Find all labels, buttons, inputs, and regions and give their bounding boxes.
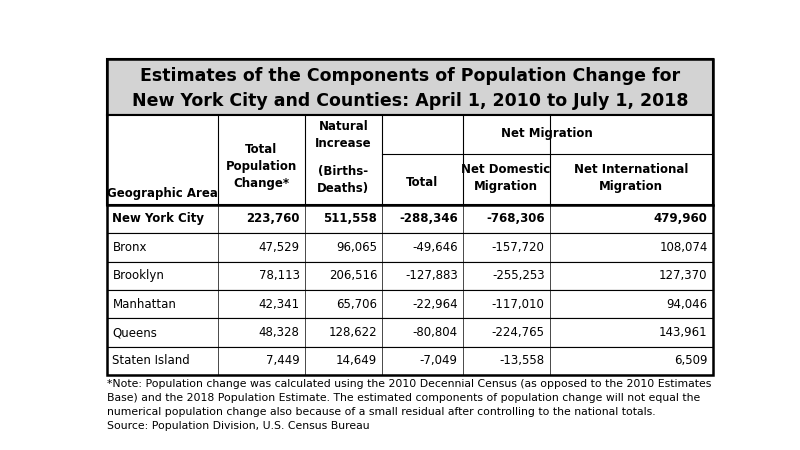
Text: 128,622: 128,622	[329, 326, 377, 339]
Text: 206,516: 206,516	[329, 269, 377, 282]
Text: Net International
Migration: Net International Migration	[574, 163, 688, 193]
Text: 47,529: 47,529	[258, 241, 300, 254]
Text: 48,328: 48,328	[258, 326, 300, 339]
Text: 7,449: 7,449	[266, 355, 300, 368]
Text: 96,065: 96,065	[336, 241, 377, 254]
Text: -288,346: -288,346	[399, 212, 458, 225]
Text: 6,509: 6,509	[674, 355, 708, 368]
Text: 94,046: 94,046	[666, 297, 708, 310]
Text: 143,961: 143,961	[659, 326, 708, 339]
Text: -255,253: -255,253	[492, 269, 545, 282]
Text: Geographic Area: Geographic Area	[107, 188, 218, 201]
Text: Total: Total	[406, 176, 438, 189]
Text: -7,049: -7,049	[420, 355, 458, 368]
Text: New York City: New York City	[112, 212, 205, 225]
FancyBboxPatch shape	[107, 319, 713, 347]
Text: -13,558: -13,558	[499, 355, 545, 368]
Text: Net Domestic
Migration: Net Domestic Migration	[462, 163, 550, 193]
Text: (Births-
Deaths): (Births- Deaths)	[318, 165, 370, 195]
FancyBboxPatch shape	[107, 205, 713, 233]
Text: -49,646: -49,646	[412, 241, 458, 254]
FancyBboxPatch shape	[107, 347, 713, 375]
FancyBboxPatch shape	[107, 261, 713, 290]
Text: Total
Population
Change*: Total Population Change*	[226, 143, 297, 190]
Text: Staten Island: Staten Island	[112, 355, 190, 368]
Text: 78,113: 78,113	[258, 269, 300, 282]
Text: Natural
Increase: Natural Increase	[315, 120, 372, 150]
Text: -22,964: -22,964	[412, 297, 458, 310]
FancyBboxPatch shape	[107, 290, 713, 319]
FancyBboxPatch shape	[107, 233, 713, 261]
Text: Manhattan: Manhattan	[112, 297, 176, 310]
Text: Queens: Queens	[112, 326, 158, 339]
Text: -157,720: -157,720	[492, 241, 545, 254]
FancyBboxPatch shape	[107, 58, 713, 115]
Text: Brooklyn: Brooklyn	[112, 269, 164, 282]
Text: 65,706: 65,706	[336, 297, 377, 310]
Text: 479,960: 479,960	[654, 212, 708, 225]
Text: 14,649: 14,649	[336, 355, 377, 368]
Text: -117,010: -117,010	[492, 297, 545, 310]
Text: 127,370: 127,370	[659, 269, 708, 282]
Text: 42,341: 42,341	[258, 297, 300, 310]
Text: -768,306: -768,306	[486, 212, 545, 225]
Text: 511,558: 511,558	[323, 212, 377, 225]
Text: 223,760: 223,760	[246, 212, 300, 225]
Text: *Note: Population change was calculated using the 2010 Decennial Census (as oppo: *Note: Population change was calculated …	[107, 379, 712, 432]
Text: Bronx: Bronx	[112, 241, 147, 254]
Text: New York City and Counties: April 1, 2010 to July 1, 2018: New York City and Counties: April 1, 201…	[132, 92, 688, 110]
Text: -80,804: -80,804	[413, 326, 458, 339]
Text: Estimates of the Components of Population Change for: Estimates of the Components of Populatio…	[140, 68, 680, 86]
Text: -127,883: -127,883	[405, 269, 458, 282]
Text: -224,765: -224,765	[491, 326, 545, 339]
Text: Net Migration: Net Migration	[502, 127, 594, 140]
Text: 108,074: 108,074	[659, 241, 708, 254]
FancyBboxPatch shape	[107, 115, 713, 205]
